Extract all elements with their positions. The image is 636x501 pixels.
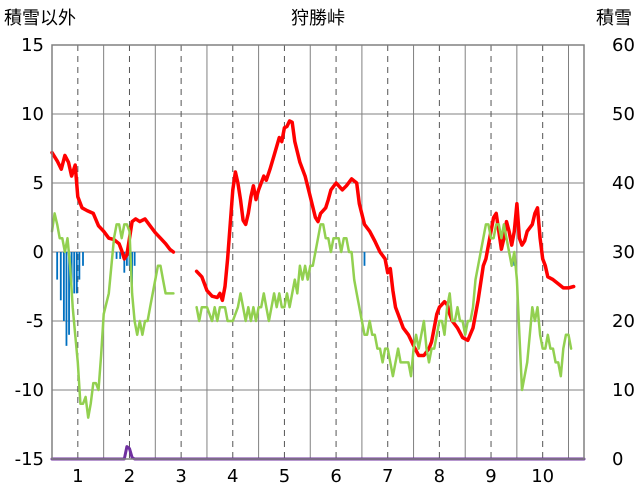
bar: [123, 252, 126, 273]
bar: [75, 252, 78, 294]
x-tick-label: 10: [531, 466, 554, 487]
y-left-tick-label: 15: [21, 35, 44, 56]
y-left-tick-label: -5: [26, 311, 44, 332]
bar-series: [56, 252, 516, 346]
bar: [125, 252, 128, 266]
bar: [78, 252, 81, 280]
series-line-0: [50, 150, 176, 261]
bar: [115, 252, 118, 259]
y-left-tick-label: 5: [33, 173, 44, 194]
x-ticks: 1 2 3 4 5 6 7 8 9 10: [72, 466, 554, 487]
series-line-1: [50, 212, 175, 419]
y-right-tick-label: 40: [612, 173, 635, 194]
y-left-tick-label: 0: [33, 242, 44, 263]
y-right-tick-label: 20: [612, 311, 635, 332]
x-tick-label: 3: [175, 466, 186, 487]
y-left-axis-label: 積雪以外: [4, 8, 76, 29]
y-right-tick-label: 0: [612, 449, 623, 470]
y-right-tick-label: 30: [612, 242, 635, 263]
x-tick-label: 8: [434, 466, 445, 487]
x-tick-label: 2: [124, 466, 135, 487]
y-right-tick-label: 10: [612, 380, 635, 401]
y-right-tick-label: 50: [612, 104, 635, 125]
x-tick-label: 7: [382, 466, 393, 487]
bar: [133, 252, 136, 266]
chart-title: 狩勝峠: [291, 8, 345, 29]
y-right-tick-label: 60: [612, 35, 635, 56]
y-left-tick-label: -10: [15, 380, 44, 401]
x-tick-label: 1: [72, 466, 83, 487]
y-left-ticks: 15 10 5 0 -5 -10 -15: [15, 35, 44, 470]
bar: [65, 252, 68, 346]
x-tick-label: 4: [227, 466, 238, 487]
series-line-1: [195, 223, 573, 392]
bar: [68, 252, 70, 335]
y-right-axis-label: 積雪: [596, 8, 632, 29]
bar: [70, 252, 73, 287]
bar: [59, 252, 62, 301]
x-tick-label: 5: [279, 466, 290, 487]
bar: [73, 252, 76, 294]
bar: [363, 252, 366, 266]
series-line-0: [194, 119, 576, 358]
bar: [56, 252, 59, 280]
bar: [119, 252, 122, 259]
y-left-tick-label: -15: [15, 449, 44, 470]
bar: [82, 252, 84, 266]
x-tick-label: 9: [485, 466, 496, 487]
plot-border: [51, 44, 585, 460]
y-left-tick-label: 10: [21, 104, 44, 125]
bar: [62, 252, 65, 321]
x-tick-label: 6: [330, 466, 341, 487]
grid: [52, 44, 584, 460]
y-right-ticks: 60 50 40 30 20 10 0: [612, 35, 635, 470]
